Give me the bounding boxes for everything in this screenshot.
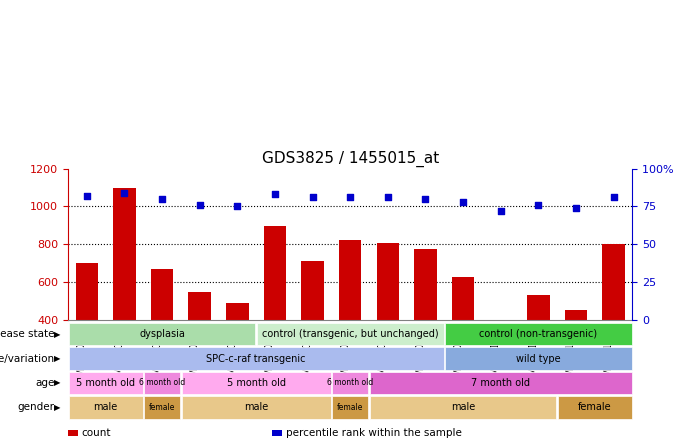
Bar	[339, 241, 362, 395]
Point	[420, 195, 431, 202]
Bar	[490, 386, 512, 395]
Text: female: female	[578, 402, 611, 412]
Point	[307, 194, 318, 201]
Point	[194, 202, 205, 209]
Bar	[75, 263, 98, 395]
Bar	[226, 303, 249, 395]
Text: control (non-transgenic): control (non-transgenic)	[479, 329, 598, 339]
Bar	[414, 249, 437, 395]
Bar	[602, 244, 625, 395]
Text: 7 month old: 7 month old	[471, 378, 530, 388]
Text: female: female	[149, 403, 175, 412]
Text: female: female	[337, 403, 363, 412]
Text: genotype/variation: genotype/variation	[0, 353, 54, 364]
Text: ▶: ▶	[54, 329, 61, 339]
Point	[345, 194, 356, 201]
Point	[495, 207, 506, 214]
Point	[269, 191, 280, 198]
Text: ▶: ▶	[54, 403, 61, 412]
Bar	[151, 269, 173, 395]
Text: control (transgenic, but unchanged): control (transgenic, but unchanged)	[262, 329, 439, 339]
Bar	[527, 295, 549, 395]
Bar	[301, 261, 324, 395]
Text: percentile rank within the sample: percentile rank within the sample	[286, 428, 462, 438]
Point	[608, 194, 619, 201]
Text: ▶: ▶	[54, 354, 61, 363]
Point	[382, 194, 393, 201]
Text: disease state: disease state	[0, 329, 54, 339]
Bar	[113, 188, 136, 395]
Point	[119, 189, 130, 196]
Text: ▶: ▶	[54, 378, 61, 388]
Text: dysplasia: dysplasia	[139, 329, 185, 339]
Text: age: age	[35, 378, 54, 388]
Text: count: count	[82, 428, 111, 438]
Bar	[377, 243, 399, 395]
Text: male: male	[244, 402, 268, 412]
Text: 6 month old: 6 month old	[139, 378, 185, 388]
Point	[458, 198, 469, 206]
Text: male: male	[94, 402, 118, 412]
Text: gender: gender	[18, 402, 54, 412]
Point	[232, 203, 243, 210]
Point	[571, 204, 581, 211]
Text: 5 month old: 5 month old	[226, 378, 286, 388]
Point	[156, 195, 167, 202]
Text: male: male	[451, 402, 475, 412]
Text: SPC-c-raf transgenic: SPC-c-raf transgenic	[207, 353, 306, 364]
Text: 5 month old: 5 month old	[76, 378, 135, 388]
Point	[82, 192, 92, 199]
Point	[533, 202, 544, 209]
Bar	[188, 292, 211, 395]
Bar	[264, 226, 286, 395]
Text: wild type: wild type	[516, 353, 560, 364]
Bar	[452, 277, 475, 395]
Bar	[564, 310, 588, 395]
Text: 6 month old: 6 month old	[327, 378, 373, 388]
Title: GDS3825 / 1455015_at: GDS3825 / 1455015_at	[262, 151, 439, 167]
